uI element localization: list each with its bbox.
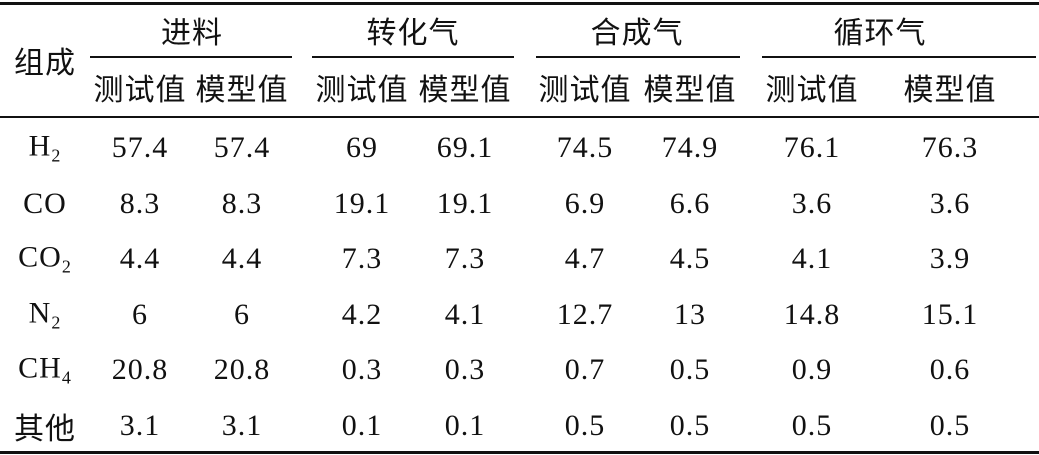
subscript: 2 (61, 256, 72, 277)
value-cell: 7.3 (444, 242, 486, 275)
value-cell: 14.8 (783, 297, 841, 331)
value-cell: 0.5 (669, 353, 711, 386)
value-cell: 20.8 (213, 353, 271, 386)
value-cell: 74.5 (556, 131, 614, 164)
value-cell: 12.7 (556, 297, 614, 331)
component: N (28, 296, 52, 329)
value-cell: 6 (234, 297, 250, 331)
value-cell: 13 (674, 297, 706, 331)
row-label: 其他 (14, 404, 76, 448)
row-label: N2 (29, 296, 62, 333)
value-cell: 0.5 (564, 408, 606, 442)
value-cell: 0.3 (444, 353, 486, 386)
value-cell: 0.7 (564, 353, 606, 386)
group-rule (536, 56, 740, 58)
value-cell: 19.1 (333, 186, 391, 220)
value-cell: 20.8 (111, 353, 169, 386)
column-header: 测试值 (538, 74, 632, 107)
subscript: 2 (51, 145, 62, 166)
component: CO (18, 240, 62, 274)
column-header: 模型值 (903, 74, 997, 107)
value-cell: 0.5 (669, 408, 711, 442)
group-rule (312, 56, 514, 58)
value-cell: 0.5 (791, 408, 833, 442)
group-rule (762, 56, 1036, 58)
top-rule (0, 2, 1039, 5)
column-header: 测试值 (315, 74, 409, 107)
value-cell: 76.1 (783, 131, 841, 164)
value-cell: 8.3 (119, 186, 161, 220)
value-cell: 0.1 (341, 408, 383, 442)
value-cell: 76.3 (921, 131, 979, 164)
value-cell: 0.9 (791, 353, 833, 386)
column-header: 测试值 (93, 74, 187, 107)
value-cell: 3.1 (221, 408, 263, 442)
value-cell: 0.1 (444, 408, 486, 442)
value-cell: 4.1 (791, 242, 833, 275)
value-cell: 15.1 (921, 297, 979, 331)
component: CH (18, 351, 62, 385)
value-cell: 3.9 (929, 242, 971, 275)
value-cell: 6.9 (564, 186, 606, 220)
component: H (28, 129, 52, 163)
value-cell: 3.6 (929, 186, 971, 220)
row-label: H2 (29, 130, 62, 167)
value-cell: 3.6 (791, 186, 833, 220)
column-header: 模型值 (643, 74, 737, 107)
value-cell: 6 (132, 297, 148, 331)
value-cell: 74.9 (661, 131, 719, 164)
value-cell: 3.1 (119, 408, 161, 442)
component: 其他 (14, 412, 76, 446)
row-label: CO (23, 187, 67, 221)
value-cell: 19.1 (436, 186, 494, 220)
value-cell: 4.1 (444, 297, 486, 331)
value-cell: 0.5 (929, 408, 971, 442)
component: CO (23, 186, 67, 220)
value-cell: 8.3 (221, 186, 263, 220)
value-cell: 0.3 (341, 353, 383, 386)
value-cell: 57.4 (213, 131, 271, 164)
group-header: 转化气 (366, 17, 460, 50)
column-header: 模型值 (195, 74, 289, 107)
row-label: CO2 (18, 241, 72, 278)
row-label: CH4 (18, 352, 72, 389)
value-cell: 0.6 (929, 353, 971, 386)
value-cell: 7.3 (341, 242, 383, 275)
column-header: 模型值 (418, 74, 512, 107)
value-cell: 57.4 (111, 131, 169, 164)
value-cell: 4.4 (221, 242, 263, 275)
bottom-rule (0, 451, 1039, 454)
value-cell: 4.7 (564, 242, 606, 275)
subscript: 2 (51, 312, 62, 332)
corner-header: 组成 (14, 47, 76, 80)
subscript: 4 (61, 367, 72, 388)
value-cell: 69.1 (436, 131, 494, 164)
value-cell: 4.5 (669, 242, 711, 275)
value-cell: 4.4 (119, 242, 161, 275)
value-cell: 6.6 (669, 186, 711, 220)
group-header: 进料 (161, 17, 223, 50)
column-header: 测试值 (765, 74, 859, 107)
header-rule (0, 116, 1039, 118)
group-header: 循环气 (833, 17, 927, 50)
group-header: 合成气 (590, 17, 684, 50)
value-cell: 4.2 (341, 297, 383, 331)
group-rule (90, 56, 292, 58)
value-cell: 69 (346, 131, 378, 164)
